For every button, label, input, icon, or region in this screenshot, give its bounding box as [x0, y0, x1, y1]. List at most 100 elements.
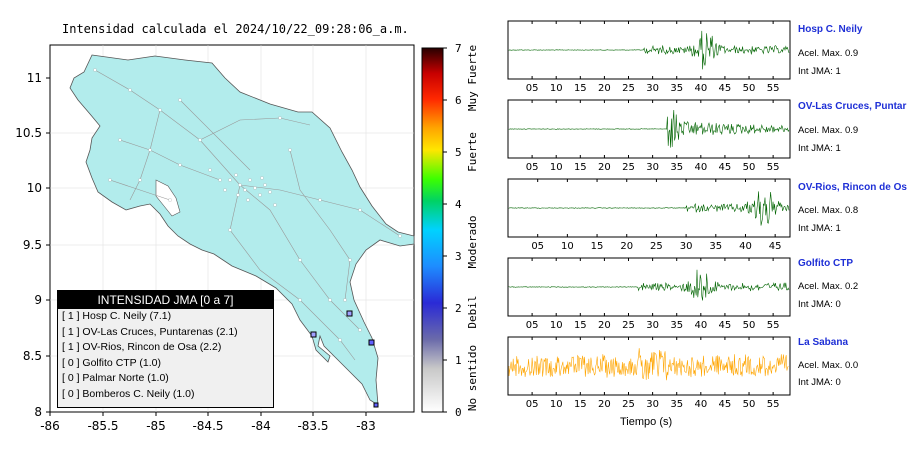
longitude-tick-label: -85.5: [87, 419, 118, 433]
time-tick-label: 40: [694, 162, 707, 173]
town-marker: [93, 68, 97, 72]
longitude-tick-label: -83: [356, 419, 376, 433]
time-tick-label: 35: [670, 83, 683, 94]
station-jma-intensity: Int JMA: 1: [798, 143, 841, 154]
time-tick-label: 05: [526, 320, 539, 331]
time-tick-label: 20: [620, 241, 633, 252]
station-jma-intensity: Int JMA: 1: [798, 223, 841, 234]
road-line: [299, 299, 356, 361]
time-tick-label: 55: [767, 320, 780, 331]
latitude-tick-label: 9.5: [23, 238, 42, 252]
time-tick-label: 55: [767, 399, 780, 410]
time-tick-label: 05: [531, 241, 544, 252]
latitude-tick-label: 10.5: [15, 126, 42, 140]
latitude-tick-label: 8: [34, 405, 42, 419]
town-marker: [248, 178, 252, 182]
longitude-tick-label: -86: [40, 419, 60, 433]
town-marker: [348, 258, 352, 262]
station-jma-intensity: Int JMA: 1: [798, 66, 841, 77]
time-tick-label: 45: [719, 399, 732, 410]
colorbar-tick-label: 3: [455, 250, 462, 263]
town-marker: [228, 228, 232, 232]
longitude-tick-label: -83.5: [297, 419, 328, 433]
town-marker: [236, 193, 240, 197]
waveform-panel: 05 10 15 20 25 30 35 40 45 50 55: [507, 257, 791, 331]
station-max-accel: Acel. Max. 0.0: [798, 360, 859, 371]
station-marker: [310, 331, 317, 338]
time-tick-label: 55: [767, 83, 780, 94]
town-marker: [148, 148, 152, 152]
road-line: [119, 139, 221, 181]
town-marker: [218, 178, 222, 182]
colorbar-ticks: 7 6 5 4 3 2 1 0 Muy Fuerte Fuerte Moderado Debil No …: [443, 42, 479, 419]
time-tick-label: 30: [646, 399, 659, 410]
time-tick-label: 05: [526, 162, 539, 173]
time-tick-label: 35: [670, 162, 683, 173]
legend-row: [ 1 ] Hosp C. Neily (7.1): [62, 310, 172, 322]
time-tick-label: 55: [767, 162, 780, 173]
colorbar-level-label: No sentido: [466, 345, 479, 411]
waveform-panels: 05 10 15 20 25 30 35 40 45 50 55 05 10 15 20 25 30 35 40 45…: [507, 20, 791, 410]
seismic-trace: [508, 269, 790, 301]
time-tick-label: 25: [650, 241, 663, 252]
town-marker: [398, 234, 402, 238]
waveform-panel: 05 10 15 20 25 30 35 40 45: [507, 178, 791, 252]
town-marker: [168, 198, 172, 202]
colorbar-level-label: Muy Fuerte: [466, 45, 479, 111]
station-max-accel: Acel. Max. 0.9: [798, 125, 859, 136]
town-marker: [338, 338, 342, 342]
town-marker: [268, 190, 272, 194]
time-tick-label: 25: [622, 83, 635, 94]
time-tick-label: 45: [719, 162, 732, 173]
time-tick-label: 05: [526, 399, 539, 410]
colorbar-tick-label: 6: [455, 94, 462, 107]
colorbar-tick-label: 0: [455, 406, 462, 419]
colorbar-level-label: Debil: [466, 295, 479, 328]
town-marker: [263, 183, 267, 187]
time-tick-label: 25: [622, 162, 635, 173]
time-tick-label: 10: [550, 83, 563, 94]
time-tick-label: 15: [591, 241, 604, 252]
time-tick-label: 30: [646, 320, 659, 331]
town-marker: [108, 178, 112, 182]
town-marker: [358, 208, 362, 212]
costa-rica-landmass: [69, 54, 415, 406]
time-tick-label: 25: [622, 399, 635, 410]
seismic-trace: [508, 30, 790, 70]
town-marker: [318, 198, 322, 202]
time-tick-label: 20: [598, 83, 611, 94]
station-marker: [373, 402, 379, 408]
time-tick-label: 35: [709, 241, 722, 252]
time-tick-label: 15: [574, 399, 587, 410]
colorbar-tick-label: 4: [455, 198, 462, 211]
time-tick-label: 15: [574, 83, 587, 94]
legend-row: [ 0 ] Palmar Norte (1.0): [62, 372, 169, 385]
time-tick-label: 35: [670, 320, 683, 331]
seismic-trace: [508, 109, 790, 148]
colorbar-level-label: Fuerte: [466, 132, 479, 172]
station-name: Golfito CTP: [798, 258, 853, 269]
latitude-tick-label: 9: [34, 293, 42, 307]
legend-row: [ 1 ] OV-Rios, Rincon de Osa (2.2): [62, 341, 222, 354]
station-name: OV-Rios, Rincon de Os: [798, 182, 907, 193]
town-marker: [343, 298, 347, 302]
time-tick-label: 10: [550, 320, 563, 331]
time-tick-label: 40: [694, 83, 707, 94]
time-tick-label: 45: [719, 320, 732, 331]
page-title: Intensidad calculada el 2024/10/22_09:28…: [62, 22, 409, 36]
station-marker: [346, 310, 353, 317]
waveform-panel: 05 10 15 20 25 30 35 40 45 50 55: [507, 336, 791, 410]
road-line: [179, 99, 251, 171]
town-marker: [298, 298, 302, 302]
time-tick-label: 30: [646, 83, 659, 94]
town-marker: [234, 173, 238, 177]
time-tick-label: 50: [743, 399, 756, 410]
time-tick-label: 25: [622, 320, 635, 331]
time-tick-label: 40: [739, 241, 752, 252]
town-marker: [138, 178, 142, 182]
town-marker: [273, 203, 277, 207]
seismic-trace: [508, 348, 789, 381]
legend-row: [ 0 ] Golfito CTP (1.0): [62, 356, 162, 369]
time-tick-label: 35: [670, 399, 683, 410]
time-tick-label: 45: [769, 241, 782, 252]
